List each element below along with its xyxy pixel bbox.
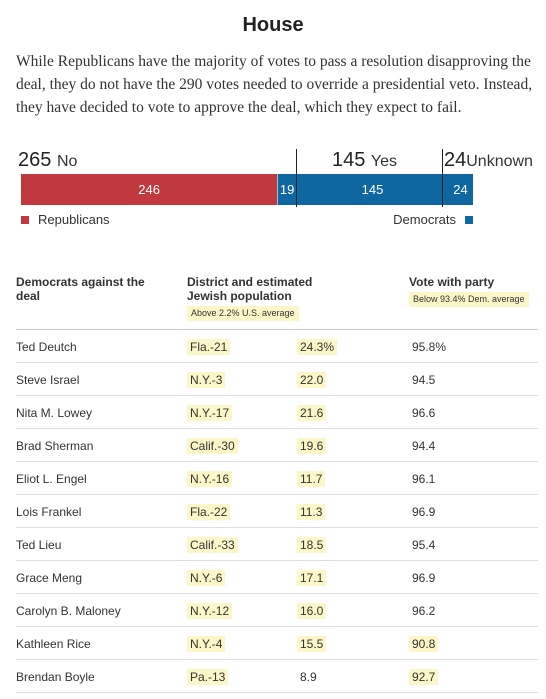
table-row: Brad Sherman Calif.-30 19.6 94.4 (16, 429, 538, 462)
jewish-population: 24.3% (297, 339, 338, 355)
district: Calif.-33 (187, 537, 238, 553)
total-no-value: 265 (18, 149, 52, 171)
district: Fla.-21 (187, 339, 231, 355)
vote-with-party: 95.4 (412, 538, 436, 552)
member-name: Carolyn B. Maloney (16, 604, 121, 618)
member-name: Ted Lieu (16, 538, 62, 552)
divider-yes-unknown (442, 149, 443, 207)
jewish-population: 19.6 (297, 438, 327, 454)
member-name: Eliot L. Engel (16, 472, 87, 486)
district: N.Y.-17 (187, 405, 233, 421)
divider-no-yes (295, 149, 297, 207)
vote-with-party: 96.6 (412, 406, 436, 420)
page-title: House (242, 14, 304, 36)
bar-segment-democrats-yes: 145 (296, 174, 448, 205)
jewish-population: 15.5 (297, 636, 327, 652)
vote-with-party: 90.8 (409, 636, 439, 652)
jewish-population: 16.0 (297, 603, 327, 619)
table-row: Steve Israel N.Y.-3 22.0 94.5 (16, 363, 538, 396)
jewish-population: 18.5 (297, 537, 327, 553)
header-vote: Vote with party Below 93.4% Dem. average (409, 275, 546, 307)
table-row: Eliot L. Engel N.Y.-16 11.7 96.1 (16, 462, 538, 495)
table-row: Carolyn B. Maloney N.Y.-12 16.0 96.2 (16, 594, 538, 627)
party-separator (277, 174, 279, 205)
table-row: Lois Frankel Fla.-22 11.3 96.9 (16, 495, 538, 528)
vote-with-party: 95.8% (412, 340, 447, 354)
bar-segment-democrats-unknown: 24 (448, 174, 473, 205)
table-row: Ted Deutch Fla.-21 24.3% 95.8% (16, 330, 538, 363)
table-header: Democrats against the deal District and … (16, 275, 538, 330)
table-row: Brendan Boyle Pa.-13 8.9 92.7 (16, 660, 538, 693)
jewish-population: 11.3 (297, 504, 326, 520)
table-row: Kathleen Rice N.Y.-4 15.5 90.8 (16, 627, 538, 660)
jewish-population: 22.0 (297, 372, 327, 388)
vote-with-party: 96.9 (412, 571, 436, 585)
vote-with-party: 96.2 (412, 604, 436, 618)
header-district-note: Above 2.2% U.S. average (187, 306, 299, 321)
total-no-label: No (56, 153, 78, 170)
total-unknown-label: Unknown (466, 153, 533, 170)
table-body: Ted Deutch Fla.-21 24.3% 95.8% Steve Israel N… (16, 330, 538, 693)
vote-with-party: 96.1 (412, 472, 436, 486)
district: Fla.-22 (187, 504, 231, 520)
democrats-table: Democrats against the deal District and … (16, 275, 538, 693)
header-name: Democrats against the deal (16, 275, 145, 303)
intro-text: While Republicans have the majority of v… (16, 53, 533, 116)
jewish-population: 21.6 (297, 405, 327, 421)
member-name: Brad Sherman (16, 439, 94, 453)
legend-democrats: Democrats (393, 212, 473, 227)
legend-swatch-democrats (465, 215, 473, 224)
member-name: Steve Israel (16, 373, 80, 387)
total-yes-value: 145 (331, 149, 366, 171)
bar-segment-democrats-no: 19 (277, 174, 297, 205)
legend-republicans: Republicans (21, 212, 110, 227)
total-yes: 145 Yes (332, 149, 397, 173)
vote-with-party: 96.9 (412, 505, 436, 519)
district: N.Y.-4 (187, 636, 226, 652)
jewish-population: 17.1 (297, 570, 327, 586)
total-unknown: 24Unknown (444, 149, 533, 173)
member-name: Brendan Boyle (16, 670, 95, 684)
total-unknown-value: 24 (444, 149, 467, 171)
bar-segment-republicans-no: 246 (21, 174, 278, 205)
total-yes-label: Yes (370, 153, 398, 170)
legend-swatch-republicans (21, 215, 29, 224)
district: N.Y.-16 (187, 471, 233, 487)
district: N.Y.-6 (187, 570, 226, 586)
total-no: 265 No (18, 149, 77, 173)
district: N.Y.-3 (187, 372, 226, 388)
vote-with-party: 94.4 (412, 439, 436, 453)
district: Pa.-13 (187, 669, 229, 685)
header-vote-label: Vote with party (409, 275, 495, 289)
header-district: District and estimated Jewish population… (187, 275, 347, 321)
header-district-label: District and estimated Jewish population (187, 275, 313, 303)
legend-label-democrats: Democrats (393, 212, 456, 227)
district: N.Y.-12 (187, 603, 233, 619)
vote-bar-chart: 265 No 145 Yes 24Unknown Republicans Dem… (0, 145, 546, 235)
member-name: Nita M. Lowey (16, 406, 93, 420)
vote-with-party: 94.5 (412, 373, 436, 387)
table-row: Ted Lieu Calif.-33 18.5 95.4 (16, 528, 538, 561)
header-vote-note: Below 93.4% Dem. average (409, 292, 529, 307)
member-name: Grace Meng (16, 571, 83, 585)
member-name: Ted Deutch (16, 340, 77, 354)
table-row: Nita M. Lowey N.Y.-17 21.6 96.6 (16, 396, 538, 429)
district: Calif.-30 (187, 438, 238, 454)
member-name: Lois Frankel (16, 505, 82, 519)
member-name: Kathleen Rice (16, 637, 91, 651)
jewish-population: 8.9 (300, 670, 317, 684)
legend-label-republicans: Republicans (38, 212, 110, 227)
table-row: Grace Meng N.Y.-6 17.1 96.9 (16, 561, 538, 594)
vote-with-party: 92.7 (409, 669, 439, 685)
jewish-population: 11.7 (297, 471, 326, 487)
